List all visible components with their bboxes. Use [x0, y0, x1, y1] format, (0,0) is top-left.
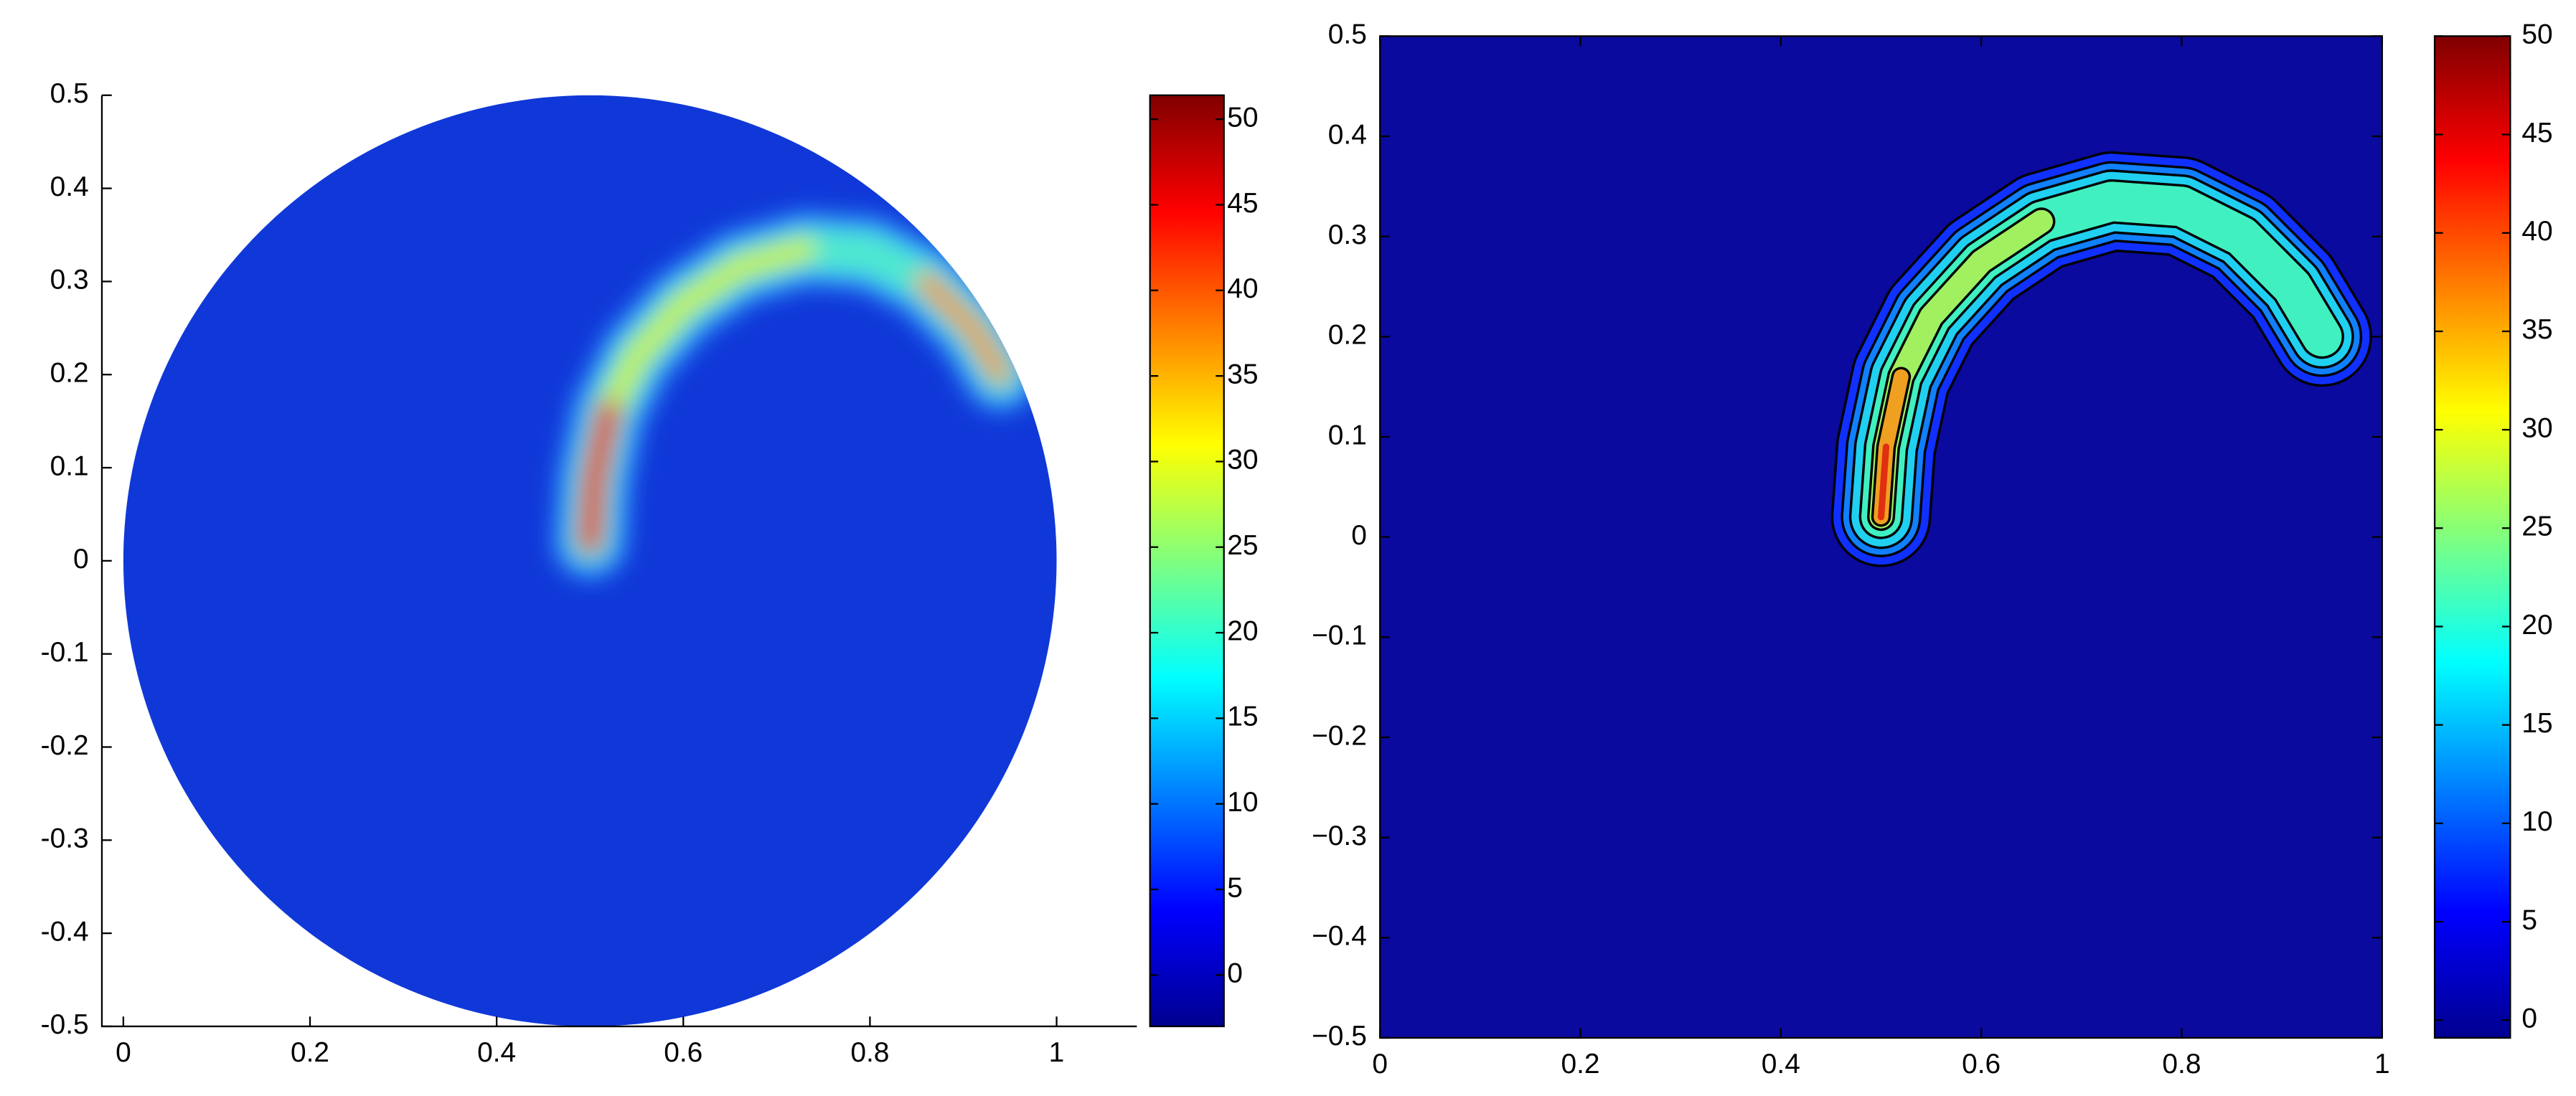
colorbar-tick-label: 50	[1227, 102, 1258, 133]
colorbar-tick-label: 40	[1227, 273, 1258, 304]
colorbar-tick-label: 25	[2521, 511, 2552, 542]
y-tick-label: 0.3	[50, 265, 89, 296]
y-tick-label: −0.4	[1312, 921, 1367, 952]
x-tick-label: 1	[1049, 1037, 1065, 1068]
colorbar-tick-label: 5	[1227, 872, 1243, 903]
x-tick-label: 0.4	[1762, 1049, 1800, 1080]
colorbar-tick-label: 15	[2521, 708, 2552, 739]
y-tick-label: 0.5	[50, 78, 89, 109]
y-tick-label: -0.4	[41, 916, 89, 947]
colorbar-tick-label: 0	[2521, 1003, 2537, 1034]
y-tick-label: 0.2	[50, 358, 89, 389]
y-tick-label: 0.5	[1328, 19, 1367, 50]
colorbar-tick-label: 30	[2521, 412, 2552, 443]
contour-fill	[1877, 443, 1890, 521]
x-tick-label: 0.4	[477, 1037, 516, 1068]
y-tick-label: −0.2	[1312, 720, 1367, 751]
y-tick-label: 0.3	[1328, 219, 1367, 250]
colorbar-tick-label: 15	[1227, 701, 1258, 732]
x-tick-label: 0.6	[664, 1037, 702, 1068]
y-tick-label: −0.1	[1312, 620, 1367, 651]
colorbar-tick-label: 5	[2521, 904, 2537, 935]
y-tick-label: -0.5	[41, 1009, 89, 1040]
field-contours	[1830, 151, 2372, 567]
arc-hot	[578, 400, 621, 554]
y-tick-label: 0.1	[1328, 420, 1367, 450]
x-tick-label: 0	[1372, 1049, 1388, 1080]
x-tick-label: 1	[2374, 1049, 2390, 1080]
y-tick-label: 0.2	[1328, 320, 1367, 351]
colorbar-tick-label: 35	[1227, 359, 1258, 389]
y-tick-label: -0.3	[41, 823, 89, 854]
colorbar-tick-label: 10	[1227, 787, 1258, 818]
x-tick-label: 0.8	[2162, 1049, 2201, 1080]
y-tick-label: 0.4	[1328, 119, 1367, 150]
y-tick-label: 0	[1351, 520, 1367, 551]
colorbar-tick-label: 20	[1227, 615, 1258, 646]
colorbar	[1149, 94, 1225, 1028]
x-tick-label: 0.6	[1962, 1049, 2001, 1080]
x-tick-label: 0.8	[850, 1037, 889, 1068]
y-tick-label: 0.1	[50, 450, 89, 481]
y-tick-label: -0.2	[41, 730, 89, 761]
colorbar	[2433, 35, 2511, 1039]
x-tick-label: 0.2	[1561, 1049, 1599, 1080]
colorbar-tick-label: 45	[1227, 188, 1258, 219]
x-tick-label: 0.2	[291, 1037, 329, 1068]
x-tick-label: 0	[116, 1037, 131, 1068]
colorbar-tick-label: 45	[2521, 118, 2552, 148]
colorbar-tick-label: 20	[2521, 610, 2552, 641]
colorbar-tick-label: 50	[2521, 19, 2552, 50]
y-tick-label: -0.1	[41, 637, 89, 668]
arc-hot2	[916, 271, 1011, 384]
y-tick-label: 0	[73, 544, 89, 575]
colorbar-tick-label: 0	[1227, 958, 1243, 989]
colorbar-tick-label: 40	[2521, 216, 2552, 247]
y-tick-label: 0.4	[50, 171, 89, 202]
colorbar-tick-label: 30	[1227, 445, 1258, 476]
colorbar-tick-label: 10	[2521, 806, 2552, 837]
field-arc	[553, 212, 1037, 579]
y-tick-label: −0.5	[1312, 1021, 1367, 1052]
colorbar-tick-label: 25	[1227, 530, 1258, 561]
field	[123, 95, 1057, 1026]
y-tick-label: −0.3	[1312, 821, 1367, 851]
colorbar-tick-label: 35	[2521, 314, 2552, 345]
